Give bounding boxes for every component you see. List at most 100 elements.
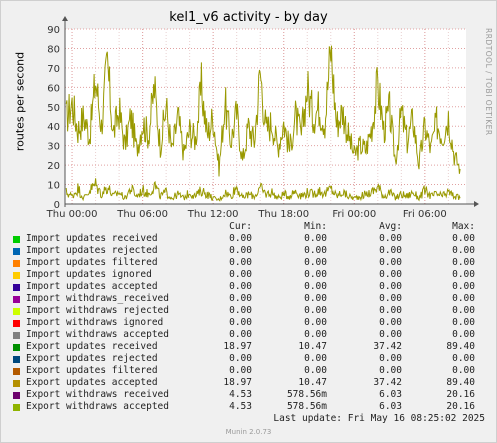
legend-min-value: 0.00: [304, 281, 327, 292]
legend-cur-value: 0.00: [229, 269, 252, 280]
legend-header-row: Cur: Min: Avg: Max:: [0, 221, 497, 233]
legend-min-value: 10.47: [298, 377, 327, 388]
legend-series-name: Export updates filtered: [26, 365, 158, 376]
legend-cur-value: 0.00: [229, 233, 252, 244]
legend-min-value: 0.00: [304, 317, 327, 328]
legend-swatch: [13, 296, 20, 303]
legend-swatch: [13, 320, 20, 327]
legend-max-value: 0.00: [452, 233, 475, 244]
legend-max-value: 20.16: [446, 401, 475, 412]
legend-row: Import updates accepted 0.00 0.00 0.00 0.00: [0, 281, 497, 293]
legend-row: Import updates received 0.00 0.00 0.00 0.00: [0, 233, 497, 245]
legend-avg-value: 37.42: [373, 377, 402, 388]
y-tick-labels: 0 10 20 30 40 50 60 70 80 90: [47, 25, 60, 211]
rrdtool-watermark: RRDTOOL / TOBI OETIKER: [484, 28, 493, 136]
legend-row: Import updates filtered 0.00 0.00 0.00 0.00: [0, 257, 497, 269]
legend-row: Import withdraws_received 0.00 0.00 0.00 0.0…: [0, 293, 497, 305]
legend-avg-value: 0.00: [379, 269, 402, 280]
y-tick-label: 90: [47, 25, 60, 36]
legend-min-value: 10.47: [298, 341, 327, 352]
legend-max-value: 0.00: [452, 353, 475, 364]
legend-series-name: Export withdraws accepted: [26, 401, 169, 412]
legend-swatch: [13, 248, 20, 255]
legend-min-value: 578.56m: [286, 389, 327, 400]
legend-row: Export withdraws accepted 4.53 578.56m 6.03…: [0, 401, 497, 413]
legend-min-value: 0.00: [304, 353, 327, 364]
legend-max-value: 0.00: [452, 365, 475, 376]
legend-row: Import withdraws accepted 0.00 0.00 0.00 0.0…: [0, 329, 497, 341]
legend-max-value: 0.00: [452, 317, 475, 328]
legend-series-name: Import updates ignored: [26, 269, 152, 280]
munin-version-footer: Munin 2.0.73: [225, 428, 272, 436]
x-tick-label: Thu 18:00: [257, 209, 309, 220]
legend-series-name: Export updates rejected: [26, 353, 158, 364]
legend-row: Export updates accepted 18.97 10.47 37.42 89…: [0, 377, 497, 389]
legend-max-value: 0.00: [452, 293, 475, 304]
legend-avg-value: 0.00: [379, 365, 402, 376]
legend-row: Import updates ignored 0.00 0.00 0.00 0.00: [0, 269, 497, 281]
x-tick-label: Thu 12:00: [187, 209, 239, 220]
legend-cur-value: 18.97: [223, 377, 252, 388]
legend-cur-value: 0.00: [229, 293, 252, 304]
legend-series-name: Export updates received: [26, 341, 158, 352]
legend-avg-value: 37.42: [373, 341, 402, 352]
legend-swatch: [13, 272, 20, 279]
legend-avg-value: 0.00: [379, 353, 402, 364]
x-axis-arrow: [474, 201, 479, 207]
legend-min-value: 578.56m: [286, 401, 327, 412]
series-line-export-withdraws-accepted: [65, 178, 461, 202]
legend-min-value: 0.00: [304, 245, 327, 256]
legend-swatch: [13, 404, 20, 411]
legend-min-value: 0.00: [304, 269, 327, 280]
y-tick-label: 10: [47, 181, 60, 192]
legend-avg-value: 0.00: [379, 293, 402, 304]
legend-max-value: 89.40: [446, 377, 475, 388]
legend-series-name: Import withdraws ignored: [26, 317, 164, 328]
legend-row: Export updates filtered 0.00 0.00 0.00 0.00: [0, 365, 497, 377]
legend-cur-value: 0.00: [229, 365, 252, 376]
y-tick-label: 20: [47, 161, 60, 172]
legend-min-value: 0.00: [304, 365, 327, 376]
legend-max-value: 0.00: [452, 257, 475, 268]
legend-avg-value: 6.03: [379, 389, 402, 400]
legend-cur-value: 0.00: [229, 329, 252, 340]
legend-avg-value: 0.00: [379, 245, 402, 256]
y-tick-label: 50: [47, 103, 60, 114]
legend-min-value: 0.00: [304, 329, 327, 340]
y-tick-label: 40: [47, 122, 60, 133]
legend-avg-value: 0.00: [379, 257, 402, 268]
legend-header-avg: Avg:: [379, 221, 402, 232]
y-tick-label: 70: [47, 64, 60, 75]
legend-row: Import updates rejected 0.00 0.00 0.00 0.00: [0, 245, 497, 257]
y-tick-label: 80: [47, 44, 60, 55]
y-tick-label: 0: [54, 200, 60, 211]
x-tick-label: Fri 00:00: [332, 209, 376, 220]
x-tick-label: Thu 06:00: [116, 209, 168, 220]
legend-series-name: Import updates rejected: [26, 245, 158, 256]
legend-header-cur: Cur:: [229, 221, 252, 232]
legend-swatch: [13, 392, 20, 399]
legend-avg-value: 0.00: [379, 233, 402, 244]
legend-cur-value: 0.00: [229, 317, 252, 328]
legend-max-value: 0.00: [452, 269, 475, 280]
legend-series-name: Import withdraws rejected: [26, 305, 169, 316]
legend-max-value: 0.00: [452, 245, 475, 256]
legend-cur-value: 0.00: [229, 257, 252, 268]
legend-swatch: [13, 308, 20, 315]
legend-cur-value: 0.00: [229, 353, 252, 364]
x-tick-label: Fri 06:00: [403, 209, 447, 220]
legend-max-value: 20.16: [446, 389, 475, 400]
legend-series-name: Import updates filtered: [26, 257, 158, 268]
legend-max-value: 0.00: [452, 305, 475, 316]
last-update-text: Last update: Fri May 16 08:25:02 2025: [273, 413, 485, 424]
y-tick-label: 60: [47, 83, 60, 94]
legend-avg-value: 0.00: [379, 317, 402, 328]
legend-max-value: 0.00: [452, 329, 475, 340]
legend-max-value: 89.40: [446, 341, 475, 352]
legend-min-value: 0.00: [304, 293, 327, 304]
legend-row: Import withdraws ignored 0.00 0.00 0.00 0.00: [0, 317, 497, 329]
legend-min-value: 0.00: [304, 257, 327, 268]
legend-series-name: Import withdraws_received: [26, 293, 169, 304]
legend-cur-value: 4.53: [229, 389, 252, 400]
